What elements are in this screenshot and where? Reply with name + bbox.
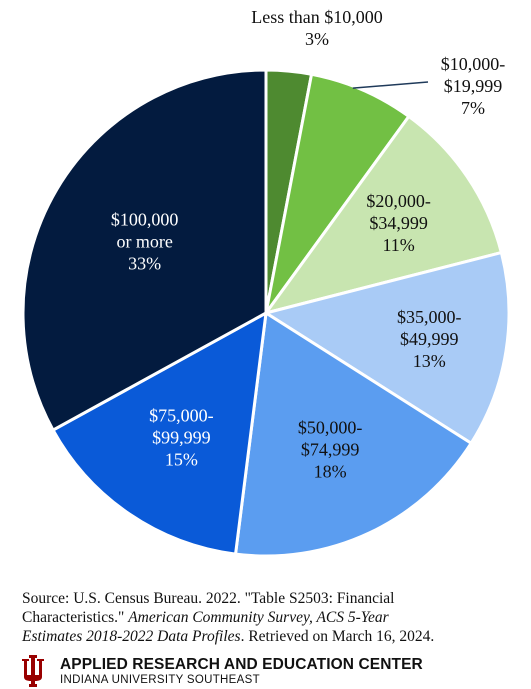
slice-label-line: 33% <box>128 253 161 273</box>
slice-label: $50,000-$74,999 18% <box>298 417 363 481</box>
slice-label-line: $99,999 <box>152 428 211 448</box>
source-line-3-plain: . Retrieved on March 16, 2024. <box>240 628 435 645</box>
slice-label-line: 7% <box>461 98 485 118</box>
pie-slice <box>234 311 473 558</box>
slice-label-line: 13% <box>413 351 446 371</box>
pie-slice <box>51 311 268 556</box>
footer: APPLIED RESEARCH AND EDUCATION CENTER IN… <box>20 655 520 687</box>
source-line-2-plain: Characteristics." <box>22 609 129 626</box>
slice-label-line: 15% <box>165 450 198 470</box>
org-name: APPLIED RESEARCH AND EDUCATION CENTER <box>60 656 423 673</box>
slice-label-line: 3% <box>305 29 329 49</box>
slice-label-line: $20,000- <box>366 191 431 211</box>
pie-chart: Less than $10,000 3% $10,000-$19,999 7% $20,… <box>21 7 511 558</box>
slice-label: $10,000-$19,999 7% <box>441 54 506 118</box>
slice-label-line: $34,999 <box>369 213 428 233</box>
source-line-1: Source: U.S. Census Bureau. 2022. "Table… <box>22 590 395 607</box>
org-subtitle: INDIANA UNIVERSITY SOUTHEAST <box>60 674 260 686</box>
slice-label-line: 11% <box>382 235 414 255</box>
slice-label-line: $74,999 <box>301 439 360 459</box>
pie-slice <box>264 251 511 445</box>
slice-label-line: or more <box>116 231 172 251</box>
pie-slice <box>264 114 503 315</box>
iu-trident-logo <box>22 655 44 687</box>
pie-slice <box>264 72 411 315</box>
slice-label-line: $50,000- <box>298 417 363 437</box>
slice-label: $20,000-$34,999 11% <box>366 191 431 255</box>
slice-label: $35,000-$49,999 13% <box>397 307 462 371</box>
slice-label: Less than $10,000 3% <box>251 7 382 49</box>
source-line-2-italic: American Community Survey, ACS 5-Year <box>128 609 389 626</box>
slice-label-line: $75,000- <box>149 406 214 426</box>
slice-label: $75,000-$99,999 15% <box>149 406 214 470</box>
slice-label-line: $19,999 <box>444 76 503 96</box>
slice-label-line: $100,000 <box>111 209 179 229</box>
source-citation: Source: U.S. Census Bureau. 2022. "Table… <box>22 589 522 646</box>
pie-slice <box>21 68 268 432</box>
slice-label-line: $49,999 <box>400 329 459 349</box>
source-line-3-italic: Estimates 2018-2022 Data Profiles <box>22 628 241 645</box>
slice-label: $100,000 or more 33% <box>111 209 179 273</box>
leader-line <box>352 81 429 89</box>
slice-label-line: $35,000- <box>397 307 462 327</box>
slice-label-line: 18% <box>314 461 347 481</box>
slice-label-line: $10,000- <box>441 54 506 74</box>
slice-label-line: Less than $10,000 <box>251 7 382 27</box>
